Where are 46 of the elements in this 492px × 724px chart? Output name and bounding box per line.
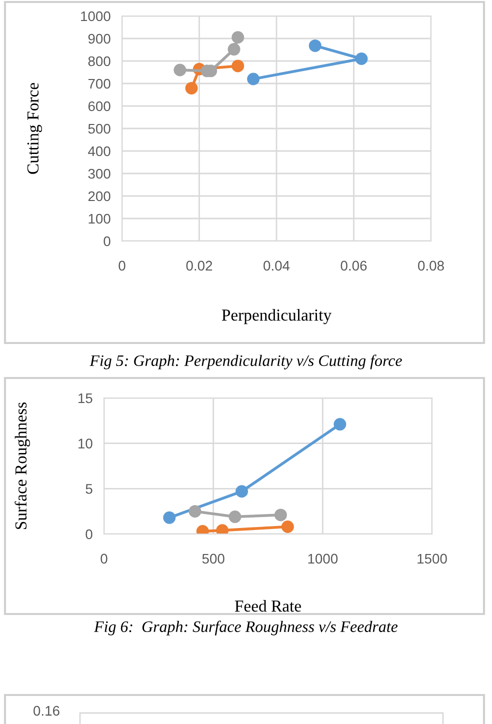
caption: Fig 5: Graph: Perpendicularity v/s Cutting force <box>90 354 402 370</box>
point <box>185 82 198 94</box>
point <box>334 418 346 431</box>
point <box>174 64 186 76</box>
x-tick-label: 0 <box>118 260 126 271</box>
y-tick-label: 1000 <box>81 11 110 22</box>
y-tick-label: 5 <box>86 484 92 494</box>
point <box>232 31 244 44</box>
y-tick-label: 0 <box>86 529 92 540</box>
x-tick-label: 1500 <box>418 554 447 564</box>
y-tick-label: 700 <box>88 78 110 89</box>
y-tick-label: 15 <box>78 393 92 404</box>
y-tick-label: 800 <box>88 56 110 66</box>
y-tick-label: 200 <box>88 191 110 202</box>
y-tick-label: 600 <box>88 101 110 112</box>
point <box>308 39 322 52</box>
point <box>228 43 240 56</box>
point <box>247 72 260 86</box>
y-axis-title: Cutting Force <box>27 83 42 174</box>
y-tick-label: 500 <box>88 124 110 134</box>
y-tick-label: 400 <box>88 146 110 156</box>
y-tick-label: 10 <box>78 438 92 449</box>
point <box>216 524 229 534</box>
point <box>163 511 176 524</box>
x-tick-label: 1000 <box>308 554 338 564</box>
x-tick-label: 500 <box>202 554 224 564</box>
y-tick-label: 300 <box>88 168 110 179</box>
y-axis-title: Surface Roughness <box>14 402 30 529</box>
x-tick-label: 0.06 <box>340 260 367 271</box>
x-tick-label: 0.08 <box>418 260 444 271</box>
point <box>281 520 294 533</box>
x-axis-title: Perpendicularity <box>222 309 332 324</box>
x-axis-title: Feed Rate <box>234 600 301 612</box>
x-tick-label: 0.04 <box>264 260 290 271</box>
point <box>228 510 242 524</box>
point <box>236 485 248 498</box>
point <box>274 508 287 522</box>
text: 0.16 <box>34 706 60 716</box>
point <box>188 505 202 518</box>
point <box>355 52 368 65</box>
y-tick-label: 0 <box>104 236 110 246</box>
caption: Fig 6: Graph: Surface Roughness v/s Feedrate <box>94 620 398 636</box>
y-tick-label: 900 <box>88 34 110 44</box>
y-tick-label: 100 <box>88 214 110 224</box>
point <box>232 60 244 72</box>
x-tick-label: 0.02 <box>186 260 212 271</box>
